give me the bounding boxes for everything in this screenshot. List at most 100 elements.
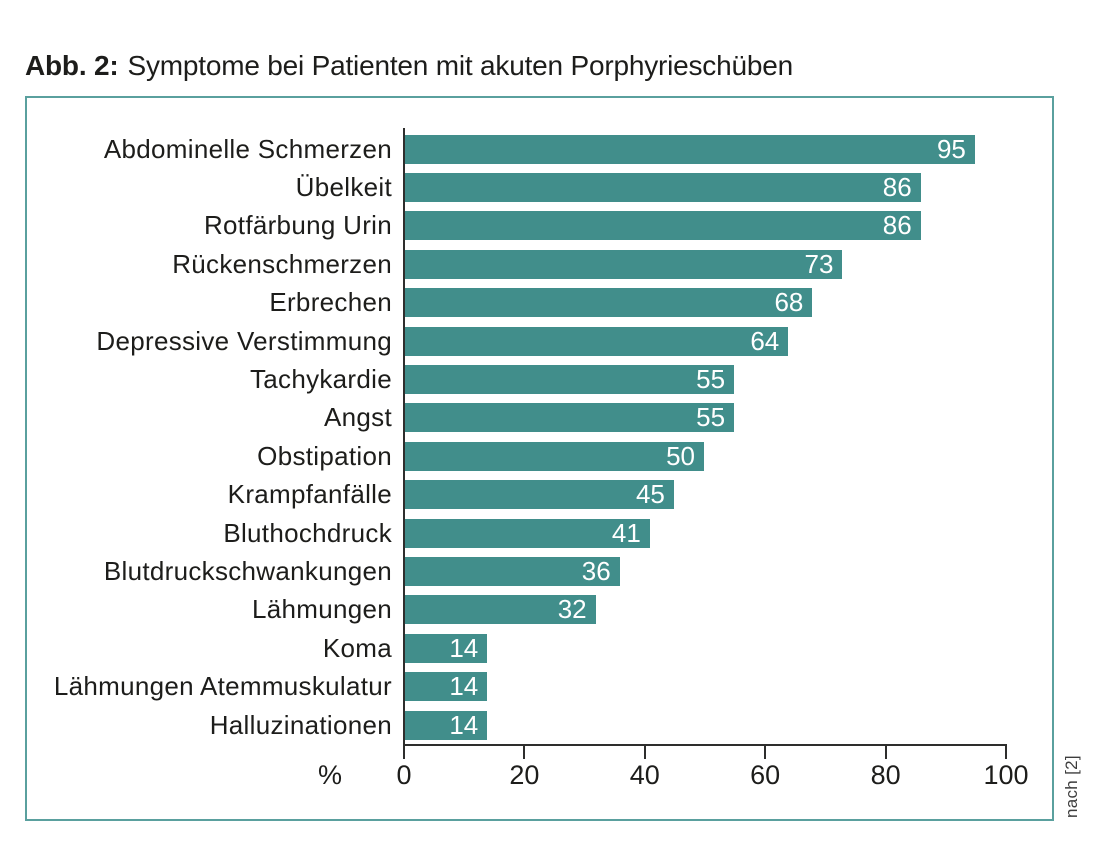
x-axis-tick-label: 0 xyxy=(396,760,412,790)
x-axis-tick xyxy=(1005,746,1007,759)
bar: 86 xyxy=(403,172,921,203)
bar-track: 32 xyxy=(403,594,1052,625)
bar-row: Lähmungen Atemmuskulatur 14 xyxy=(27,667,1052,705)
bar-value-label: 73 xyxy=(804,248,834,279)
bar: 95 xyxy=(403,133,975,164)
bar-track: 55 xyxy=(403,364,1052,395)
bar-value-label: 41 xyxy=(611,517,641,548)
x-axis-tick-label: 40 xyxy=(629,760,660,790)
bar-row: Depressive Verstimmung 64 xyxy=(27,322,1052,360)
bar-value-label: 68 xyxy=(774,287,804,318)
bar-value-label: 55 xyxy=(696,402,726,433)
bar-value-label: 36 xyxy=(581,555,611,586)
bar-row: Tachykardie 55 xyxy=(27,360,1052,398)
figure-number-label: Abb. 2: xyxy=(25,50,119,81)
bar: 86 xyxy=(403,210,921,241)
bar-row: Angst 55 xyxy=(27,399,1052,437)
bar-track: 14 xyxy=(403,709,1052,740)
x-axis-tick xyxy=(403,746,405,759)
bar: 41 xyxy=(403,517,650,548)
bar-value-label: 95 xyxy=(936,133,966,164)
bar: 55 xyxy=(403,364,735,395)
bar-row: Halluzinationen 14 xyxy=(27,706,1052,744)
x-axis-tick-label: 60 xyxy=(750,760,781,790)
category-label: Krampfanfälle xyxy=(227,479,392,510)
x-axis-tick xyxy=(764,746,767,759)
category-label: Tachykardie xyxy=(249,364,392,395)
x-axis-line xyxy=(403,744,1007,746)
x-axis-tick-label: 80 xyxy=(870,760,901,790)
bar: 14 xyxy=(403,632,488,663)
category-label: Bluthochdruck xyxy=(223,517,392,548)
bar-value-label: 86 xyxy=(882,172,912,203)
x-axis-tick-label: 20 xyxy=(509,760,540,790)
category-label: Blutdruckschwankungen xyxy=(103,555,392,586)
y-axis-line xyxy=(403,128,405,746)
chart-frame: Abdominelle Schmerzen 95 Übelkeit 86 Rotfärb… xyxy=(25,96,1054,821)
category-label: Halluzinationen xyxy=(209,709,392,740)
bar-value-label: 14 xyxy=(449,632,479,663)
bar-track: 86 xyxy=(403,172,1052,203)
bar-track: 14 xyxy=(403,632,1052,663)
bar-track: 73 xyxy=(403,248,1052,279)
source-note: nach [2] xyxy=(1062,755,1081,818)
x-axis-tick-label: 100 xyxy=(983,760,1029,790)
category-label: Obstipation xyxy=(257,440,392,471)
x-axis-tick xyxy=(884,746,887,759)
bar-value-label: 14 xyxy=(449,671,479,702)
bar-row: Abdominelle Schmerzen 95 xyxy=(27,130,1052,168)
bar: 32 xyxy=(403,594,596,625)
bar: 36 xyxy=(403,555,620,586)
bar-track: 41 xyxy=(403,517,1052,548)
bar-rows: Abdominelle Schmerzen 95 Übelkeit 86 Rotfärb… xyxy=(27,130,1052,744)
bar: 14 xyxy=(403,671,488,702)
category-label: Abdominelle Schmerzen xyxy=(103,133,392,164)
bar: 14 xyxy=(403,709,488,740)
bar: 50 xyxy=(403,440,704,471)
x-axis-tick xyxy=(643,746,646,759)
figure-title-text: Symptome bei Patienten mit akuten Porphy… xyxy=(127,50,793,81)
category-label: Lähmungen Atemmuskulatur xyxy=(53,671,392,702)
bar-value-label: 55 xyxy=(696,364,726,395)
figure-title: Abb. 2: Symptome bei Patienten mit akuten… xyxy=(25,50,793,82)
bar-value-label: 86 xyxy=(882,210,912,241)
bar-row: Lähmungen 32 xyxy=(27,591,1052,629)
category-label: Koma xyxy=(322,632,392,663)
bar-track: 55 xyxy=(403,402,1052,433)
bar: 68 xyxy=(403,287,813,318)
bar-track: 95 xyxy=(403,133,1052,164)
category-label: Rückenschmerzen xyxy=(172,248,392,279)
bar-value-label: 14 xyxy=(449,709,479,740)
bar-row: Bluthochdruck 41 xyxy=(27,514,1052,552)
bar: 55 xyxy=(403,402,735,433)
bar-row: Krampfanfälle 45 xyxy=(27,476,1052,514)
category-label: Lähmungen xyxy=(251,594,392,625)
x-axis-unit-label: % xyxy=(317,760,343,790)
category-label: Depressive Verstimmung xyxy=(96,325,392,356)
category-label: Angst xyxy=(324,402,392,433)
bar-value-label: 32 xyxy=(557,594,587,625)
bar-value-label: 50 xyxy=(666,440,695,471)
bar-row: Obstipation 50 xyxy=(27,437,1052,475)
bar: 64 xyxy=(403,325,789,356)
category-label: Erbrechen xyxy=(269,287,392,318)
bar-track: 45 xyxy=(403,479,1052,510)
category-label: Übelkeit xyxy=(295,172,392,203)
bar: 73 xyxy=(403,248,843,279)
bar-row: Koma 14 xyxy=(27,629,1052,667)
x-axis-tick xyxy=(523,746,526,759)
category-label: Rotfärbung Urin xyxy=(203,210,392,241)
bar-value-label: 64 xyxy=(750,325,780,356)
bar-row: Übelkeit 86 xyxy=(27,168,1052,206)
bar-track: 14 xyxy=(403,671,1052,702)
bar-track: 64 xyxy=(403,325,1052,356)
bar-value-label: 45 xyxy=(635,479,665,510)
bar-track: 86 xyxy=(403,210,1052,241)
bar-row: Rotfärbung Urin 86 xyxy=(27,207,1052,245)
bar-row: Rückenschmerzen 73 xyxy=(27,245,1052,283)
bar-row: Blutdruckschwankungen 36 xyxy=(27,552,1052,590)
bar: 45 xyxy=(403,479,674,510)
bar-track: 36 xyxy=(403,555,1052,586)
bar-track: 50 xyxy=(403,440,1052,471)
bar-row: Erbrechen 68 xyxy=(27,284,1052,322)
